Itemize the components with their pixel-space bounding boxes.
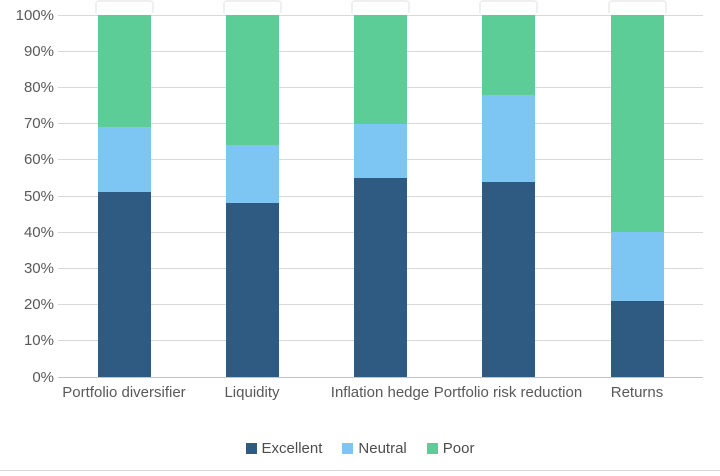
y-axis-tick-label-20%: 20% (23, 296, 54, 314)
bar-segment-neutral-portfolio-diversifier (97, 127, 151, 193)
cropped-shape-artifact-liquidity (222, 0, 282, 13)
x-axis-label-portfolio-risk-reduction: Portfolio risk reduction (433, 384, 583, 401)
x-axis-label-portfolio-diversifier: Portfolio diversifier (62, 384, 186, 401)
bar-segment-excellent-portfolio-diversifier (97, 192, 151, 377)
legend-label-neutral: Neutral (358, 440, 407, 457)
chart-legend: Excellent Neutral Poor (0, 441, 720, 456)
bar-segment-excellent-portfolio-risk-reduction (481, 181, 535, 377)
bar-segment-poor-inflation-hedge (353, 15, 407, 124)
bar-segment-neutral-liquidity (225, 145, 279, 204)
x-axis-label-inflation-hedge: Inflation hedge (330, 384, 430, 401)
y-axis-tick-label-100%: 100% (15, 6, 54, 24)
y-axis-tick-label-60%: 60% (23, 151, 54, 169)
y-axis-tick-label-40%: 40% (23, 223, 54, 241)
bar-segment-excellent-returns (610, 300, 664, 377)
legend-item-neutral: Neutral (342, 440, 407, 457)
legend-swatch-poor-icon (426, 443, 438, 454)
bar-segment-poor-liquidity (225, 15, 279, 146)
legend-label-excellent: Excellent (261, 440, 323, 457)
y-axis-tick-label-50%: 50% (23, 187, 54, 205)
cropped-shape-artifact-returns (607, 0, 667, 13)
y-axis-tick-label-0%: 0% (32, 368, 54, 386)
bar-segment-neutral-returns (610, 232, 664, 301)
legend-swatch-excellent-icon (245, 443, 257, 454)
cropped-shape-artifact-portfolio-risk-reduction (478, 0, 538, 13)
y-axis-tick-label-30%: 30% (23, 259, 54, 277)
bar-segment-poor-portfolio-diversifier (97, 15, 151, 128)
y-axis-tick-label-90%: 90% (23, 42, 54, 60)
cropped-shape-artifact-portfolio-diversifier (94, 0, 154, 13)
bar-segment-excellent-inflation-hedge (353, 177, 407, 377)
legend-item-poor: Poor (426, 440, 475, 457)
y-axis-tick-label-10%: 10% (23, 332, 54, 350)
gridline-0% (58, 376, 703, 378)
bar-segment-excellent-liquidity (225, 203, 279, 377)
bottom-divider (0, 470, 720, 471)
bar-segment-poor-portfolio-risk-reduction (481, 15, 535, 95)
legend-label-poor: Poor (442, 440, 475, 457)
cropped-shape-artifact-inflation-hedge (350, 0, 410, 13)
bar-segment-neutral-inflation-hedge (353, 123, 407, 178)
legend-swatch-neutral-icon (342, 443, 354, 454)
y-axis-tick-label-70%: 70% (23, 115, 54, 133)
y-axis-tick-label-80%: 80% (23, 78, 54, 96)
x-axis-label-returns: Returns (610, 384, 664, 401)
x-axis-label-liquidity: Liquidity (224, 384, 280, 401)
legend-item-excellent: Excellent (245, 440, 323, 457)
bar-segment-neutral-portfolio-risk-reduction (481, 94, 535, 182)
bar-segment-poor-returns (610, 15, 664, 233)
